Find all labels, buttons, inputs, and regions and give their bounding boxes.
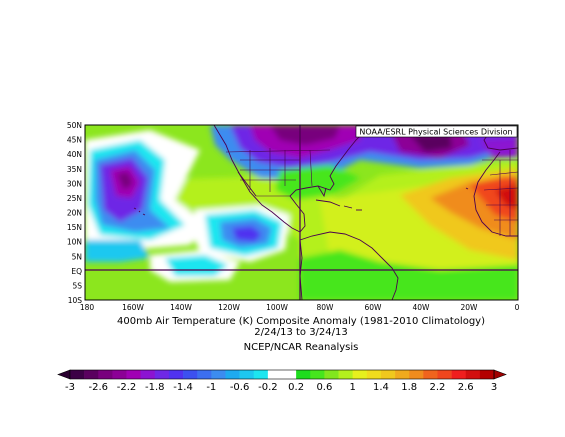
colorbar-swatch — [296, 370, 311, 379]
colorbar-swatch — [154, 370, 170, 379]
colorbar-swatch — [338, 370, 353, 379]
lat-label: 15N — [67, 223, 82, 232]
lon-label: 160W — [122, 303, 144, 312]
colorbar-tick-label: -2.2 — [117, 382, 137, 393]
colorbar-tick-label: 0.2 — [288, 382, 304, 393]
colorbar-tick-label: 0.6 — [316, 382, 332, 393]
region-box — [85, 125, 518, 300]
colorbar-swatch — [197, 370, 212, 379]
colorbar-swatch — [183, 370, 198, 379]
colorbar-swatch — [168, 370, 184, 379]
lon-label: 80W — [317, 303, 335, 312]
map-caption: 400mb Air Temperature (K) Composite Anom… — [117, 316, 485, 353]
colorbar-tick-label: 1.4 — [373, 382, 389, 393]
colorbar-swatch — [451, 370, 467, 379]
colorbar-tick-label: -0.6 — [230, 382, 250, 393]
map-panel: NOAA/ESRL Physical Sciences Division 50N… — [67, 121, 520, 312]
colorbar-swatch — [324, 370, 339, 379]
colorbar-tick-label: 1.8 — [401, 382, 417, 393]
lon-label: 0 — [515, 303, 520, 312]
lon-label: 40W — [413, 303, 431, 312]
political-boundaries — [225, 148, 518, 236]
lat-label: 5N — [72, 252, 82, 261]
colorbar-swatch — [366, 370, 382, 379]
colorbar-swatch — [395, 370, 410, 379]
colorbar-tick-label: -1.4 — [173, 382, 193, 393]
lon-label: 180 — [80, 303, 95, 312]
colorbar-swatch — [267, 370, 283, 379]
colorbar-swatch — [112, 370, 127, 379]
colorbar-swatch — [409, 370, 424, 379]
lon-label: 20W — [461, 303, 479, 312]
colorbar-tick-label: -1.8 — [145, 382, 165, 393]
colorbar-swatch — [126, 370, 141, 379]
lat-label: 25N — [67, 194, 82, 203]
colorbar-arrow-high — [493, 369, 507, 380]
colorbar-swatch — [465, 370, 481, 379]
colorbar-swatch — [211, 370, 226, 379]
colorbar-tick-label: 2.2 — [430, 382, 446, 393]
colorbar: -3 -2.6 -2.2 -1.8 -1.4 -1 -0.6 -0.2 0.2 0.6 1 1.4 1.… — [57, 369, 507, 393]
lat-label: 10S — [68, 296, 83, 305]
lon-label: 100W — [266, 303, 288, 312]
colorbar-swatch — [423, 370, 438, 379]
colorbar-swatch — [352, 370, 368, 379]
lat-label: 10N — [67, 238, 82, 247]
lon-label: 140W — [170, 303, 192, 312]
lon-label: 120W — [218, 303, 240, 312]
colorbar-tick-label: -3 — [65, 382, 75, 393]
colorbar-tick-label: 2.6 — [458, 382, 474, 393]
lat-label: 45N — [67, 136, 82, 145]
lat-label: 50N — [67, 121, 82, 130]
colorbar-swatch — [225, 370, 240, 379]
colorbar-swatch — [282, 370, 297, 379]
colorbar-tick-label: 1 — [349, 382, 355, 393]
colorbar-tick-label: 3 — [491, 382, 497, 393]
colorbar-tick-label: -0.2 — [258, 382, 278, 393]
caption-source: NCEP/NCAR Reanalysis — [244, 342, 359, 353]
colorbar-swatch — [479, 370, 495, 379]
colorbar-swatch — [239, 370, 255, 379]
anomaly-field: NOAA/ESRL Physical Sciences Division — [85, 125, 518, 300]
colorbar-tick-label: -1 — [206, 382, 216, 393]
svg-text:NOAA/ESRL Physical Sciences Di: NOAA/ESRL Physical Sciences Division — [359, 128, 512, 137]
colorbar-swatch — [98, 370, 113, 379]
colorbar-swatch — [84, 370, 99, 379]
lat-label: 35N — [67, 165, 82, 174]
colorbar-frame — [69, 369, 495, 380]
lon-label: 60W — [365, 303, 383, 312]
colorbar-swatch — [310, 370, 325, 379]
lat-label: 40N — [67, 150, 82, 159]
colorbar-swatch — [253, 370, 269, 379]
colorbar-swatch — [437, 370, 452, 379]
lat-label: EQ — [71, 267, 82, 276]
lat-label: 20N — [67, 209, 82, 218]
caption-title: 400mb Air Temperature (K) Composite Anom… — [117, 316, 485, 327]
colorbar-swatch — [70, 370, 85, 379]
longitude-labels: 180 160W 140W 120W 100W 80W 60W 40W 20W … — [80, 303, 520, 312]
colorbar-swatch — [140, 370, 156, 379]
colorbar-arrow-low — [57, 369, 71, 380]
lat-label: 30N — [67, 179, 82, 188]
latitude-labels: 50N 45N 40N 35N 30N 25N 20N 15N 10N 5N E… — [67, 121, 82, 305]
lat-label: 5S — [72, 281, 82, 290]
colorbar-swatch — [380, 370, 396, 379]
credit-box: NOAA/ESRL Physical Sciences Division — [355, 125, 518, 138]
caption-dates: 2/24/13 to 3/24/13 — [254, 327, 348, 338]
colorbar-tick-label: -2.6 — [89, 382, 109, 393]
map-frame — [84, 124, 519, 301]
